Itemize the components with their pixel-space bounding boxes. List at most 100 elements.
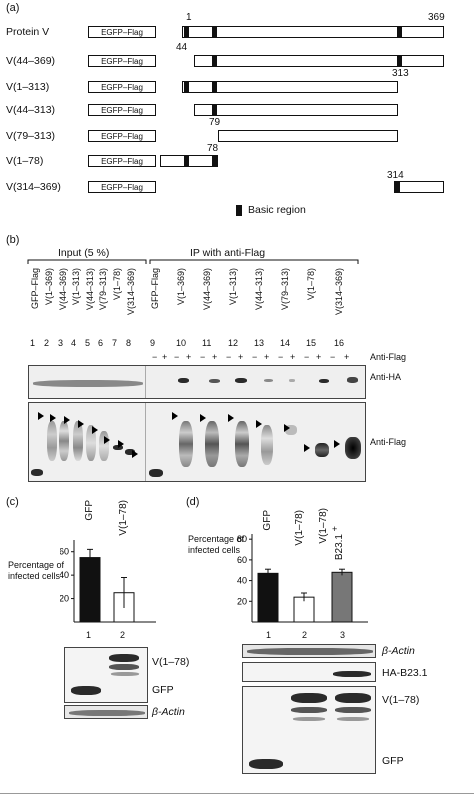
blot-c-label: GFP [152, 684, 174, 696]
y-tick-label: 20 [60, 594, 69, 604]
lane-label: V(44–313) [85, 268, 95, 311]
lane-label: V(314–369) [334, 268, 344, 316]
blot-d-label: β-Actin [382, 645, 415, 657]
residue-1-label: 1 [186, 12, 192, 23]
band-arrowhead [334, 440, 340, 448]
lane-number: 10 [176, 338, 187, 348]
lane-label: V(1–369) [176, 268, 186, 306]
construct-bar [194, 55, 444, 67]
basic-region-mark [212, 155, 217, 167]
band-arrowhead [92, 426, 98, 434]
band-arrowhead [78, 420, 84, 428]
construct-name: V(79–313) [6, 130, 56, 142]
plus-marker: + [212, 352, 218, 362]
lane-label: V(44–369) [202, 268, 212, 311]
plus-marker: + [162, 352, 168, 362]
blot-d-label: HA-B23.1 [382, 667, 428, 679]
bar [257, 572, 279, 623]
band-arrowhead [118, 440, 124, 448]
construct-name: Protein V [6, 26, 50, 38]
y-tick-label: 60 [60, 547, 69, 557]
bar-label: V(1–78) [118, 500, 129, 536]
lane-number: 4 [71, 338, 77, 348]
lane-number: 1 [86, 630, 92, 640]
band-arrowhead [228, 414, 234, 422]
basic-region-mark [184, 26, 189, 38]
plus-marker: + [186, 352, 192, 362]
lane-number: 2 [302, 630, 308, 640]
lane-number: 14 [280, 338, 291, 348]
blot-d-label: GFP [382, 755, 404, 767]
band-arrowhead [104, 436, 110, 444]
lane-number: 3 [340, 630, 346, 640]
plus-marker: + [238, 352, 244, 362]
lane-number: 3 [58, 338, 64, 348]
blot-anti-flag [28, 402, 366, 482]
lane-label: V(1–313) [228, 268, 238, 306]
construct-name: V(314–369) [6, 181, 61, 193]
minus-marker: − [174, 352, 180, 362]
basic-region-mark [184, 81, 189, 93]
band-arrowhead [200, 414, 206, 422]
ip-group-label: IP with anti-Flag [190, 247, 266, 259]
y-tick-label: 80 [237, 534, 247, 544]
minus-marker: − [152, 352, 158, 362]
panel-a-label: (a) [6, 2, 20, 14]
band-arrowhead [172, 412, 178, 420]
lane-label: V(79–313) [98, 268, 108, 311]
lane-label: V(1–369) [44, 268, 54, 306]
lane-number: 15 [306, 338, 317, 348]
egfp-flag-tag: EGFP–Flag [88, 130, 156, 142]
start-residue-label: 79 [209, 117, 221, 128]
construct-name: V(44–313) [6, 104, 56, 116]
ylabel-line1: Percentage of [8, 560, 65, 570]
ylabel-line1: Percentage of [188, 534, 245, 544]
construct-bar [182, 26, 444, 38]
end-residue-label: 313 [392, 68, 409, 79]
legend-label: Basic region [248, 204, 306, 216]
egfp-flag-tag: EGFP–Flag [88, 181, 156, 193]
blot2-label: Anti-Flag [370, 437, 407, 447]
bottom-divider [0, 793, 474, 794]
blot-d-actin [242, 644, 376, 658]
blot-d-main [242, 686, 376, 774]
plus-marker: + [264, 352, 270, 362]
band-arrowhead [304, 444, 310, 452]
panel-c-ylabel: Percentage of infected cells [8, 560, 64, 582]
residue-369-label: 369 [428, 12, 445, 23]
band-arrowhead [38, 412, 44, 420]
lane-number: 5 [85, 338, 91, 348]
band-arrowhead [256, 420, 262, 428]
blot-c-main [64, 647, 148, 703]
lane-label: V(44–369) [58, 268, 68, 311]
group-brackets [27, 259, 359, 264]
start-residue-label: 44 [176, 42, 188, 53]
egfp-flag-tag: EGFP–Flag [88, 55, 156, 67]
lane-label: V(314–369) [126, 268, 136, 316]
basic-region-mark [397, 55, 402, 67]
lane-number: 7 [112, 338, 118, 348]
panel-d-ylabel: Percentage of infected cells [188, 534, 244, 556]
minus-marker: − [226, 352, 232, 362]
construct-bar [194, 104, 398, 116]
lane-label: V(1–313) [71, 268, 81, 306]
legend-swatch [236, 205, 242, 216]
input-group-label: Input (5 %) [58, 247, 110, 259]
blot-d-ha [242, 662, 376, 682]
blot-anti-ha [28, 365, 366, 399]
band-arrowhead [132, 450, 138, 458]
lane-number: 1 [266, 630, 272, 640]
ylabel-line2: infected cells [188, 545, 241, 555]
blot-c-label: β-Actin [152, 706, 185, 718]
panel-c-label: (c) [6, 496, 19, 508]
panel-b-label: (b) [6, 234, 20, 246]
y-tick-label: 40 [60, 570, 69, 580]
construct-name: V(1–313) [6, 81, 50, 93]
lane-number: 2 [44, 338, 50, 348]
construct-bar [182, 81, 398, 93]
minus-marker: − [200, 352, 206, 362]
egfp-flag-tag: EGFP–Flag [88, 155, 156, 167]
plus-marker: + [316, 352, 322, 362]
bar [79, 557, 101, 623]
construct-bar [394, 181, 444, 193]
